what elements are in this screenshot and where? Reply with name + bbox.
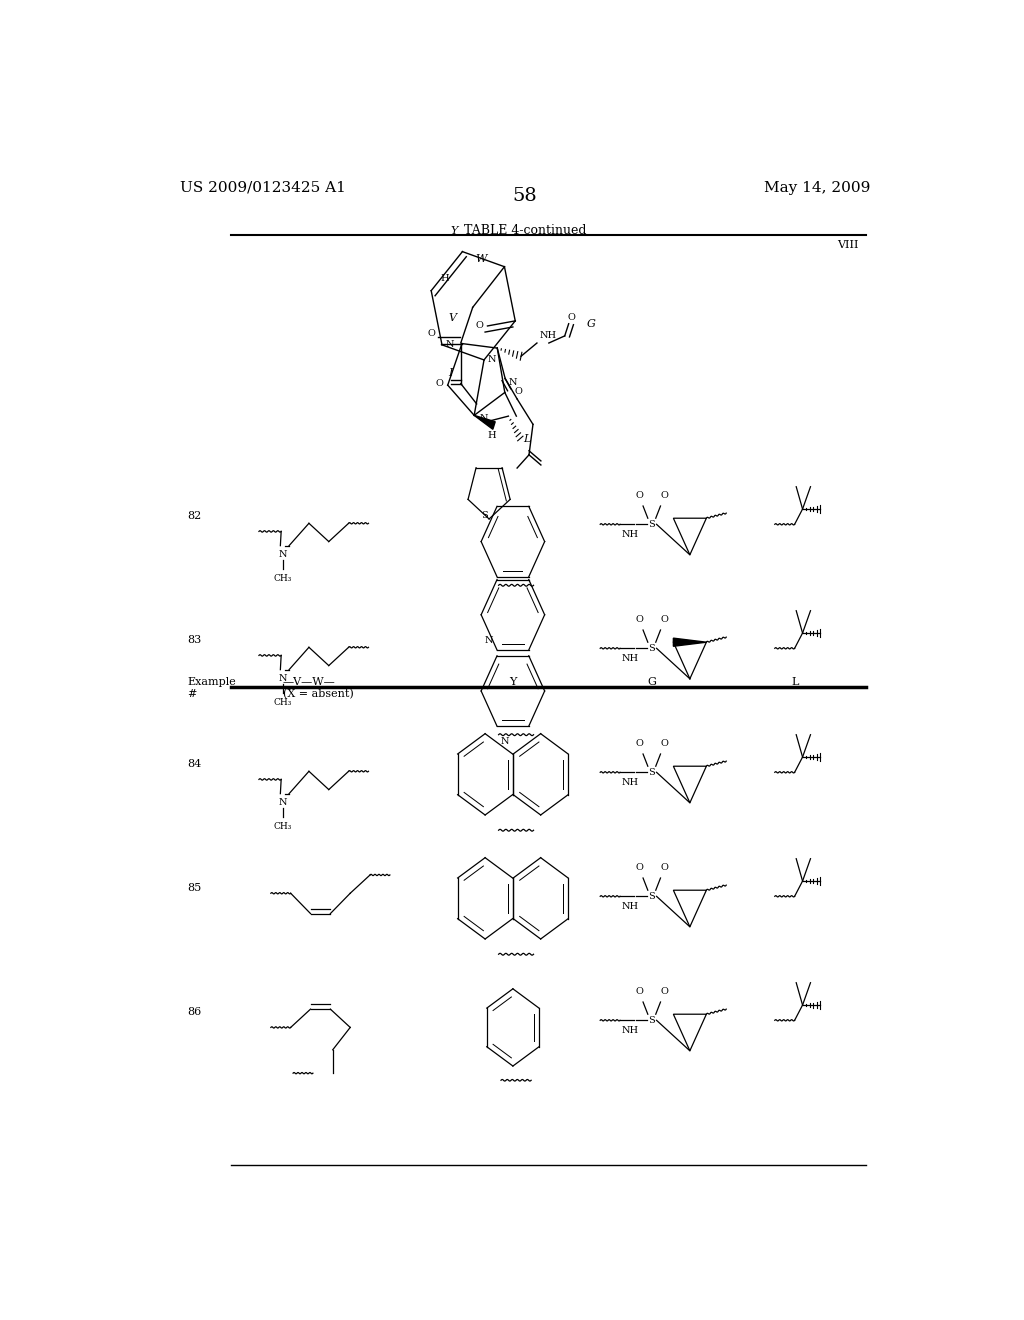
Text: May 14, 2009: May 14, 2009 [764, 181, 870, 195]
Text: O: O [660, 987, 669, 995]
Text: 82: 82 [187, 511, 202, 521]
Text: 84: 84 [187, 759, 202, 770]
Text: NH: NH [622, 653, 639, 663]
Text: O: O [567, 313, 574, 322]
Text: 58: 58 [512, 187, 538, 205]
Text: N: N [500, 737, 509, 746]
Text: 86: 86 [187, 1007, 202, 1018]
Text: S: S [648, 1016, 655, 1024]
Text: S: S [648, 520, 655, 529]
Text: NH: NH [622, 1026, 639, 1035]
Text: N: N [509, 379, 517, 387]
Text: O: O [660, 491, 669, 500]
Text: W: W [475, 253, 487, 264]
Text: L: L [522, 434, 530, 445]
Text: N: N [279, 550, 287, 560]
Text: S: S [648, 892, 655, 900]
Text: 83: 83 [187, 635, 202, 645]
Text: 85: 85 [187, 883, 202, 894]
Text: Example
#: Example # [187, 677, 237, 700]
Text: NH: NH [540, 331, 556, 341]
Text: —V—W—
(X = absent): —V—W— (X = absent) [283, 677, 353, 700]
Text: N: N [488, 355, 497, 364]
Text: N: N [480, 414, 488, 424]
Text: I: I [449, 368, 453, 379]
Text: O: O [635, 615, 643, 624]
Text: O: O [428, 330, 436, 338]
Text: O: O [435, 379, 443, 388]
Text: CH₃: CH₃ [273, 574, 292, 583]
Text: N: N [279, 799, 287, 808]
Text: CH₃: CH₃ [273, 698, 292, 708]
Polygon shape [474, 416, 496, 429]
Text: O: O [635, 987, 643, 995]
Text: CH₃: CH₃ [273, 822, 292, 832]
Text: S: S [648, 768, 655, 776]
Text: NH: NH [622, 529, 639, 539]
Text: N: N [279, 675, 287, 684]
Text: O: O [660, 615, 669, 624]
Text: G: G [587, 318, 596, 329]
Text: O: O [635, 863, 643, 873]
Text: O: O [635, 739, 643, 748]
Text: S: S [481, 511, 487, 520]
Text: NH: NH [622, 777, 639, 787]
Text: V: V [449, 313, 457, 322]
Text: TABLE 4-continued: TABLE 4-continued [464, 224, 586, 238]
Polygon shape [674, 638, 707, 647]
Text: N: N [446, 341, 455, 350]
Text: Y: Y [451, 226, 458, 236]
Text: O: O [635, 491, 643, 500]
Text: US 2009/0123425 A1: US 2009/0123425 A1 [179, 181, 345, 195]
Text: G: G [647, 677, 656, 686]
Text: H: H [487, 432, 497, 441]
Text: H: H [440, 273, 450, 282]
Text: S: S [648, 644, 655, 653]
Text: NH: NH [622, 902, 639, 911]
Text: VIII: VIII [837, 240, 858, 249]
Text: L: L [791, 677, 799, 686]
Text: Y: Y [509, 677, 516, 686]
Text: O: O [475, 322, 483, 330]
Text: O: O [660, 863, 669, 873]
Text: N: N [484, 636, 494, 645]
Text: O: O [515, 387, 522, 396]
Text: O: O [660, 739, 669, 748]
